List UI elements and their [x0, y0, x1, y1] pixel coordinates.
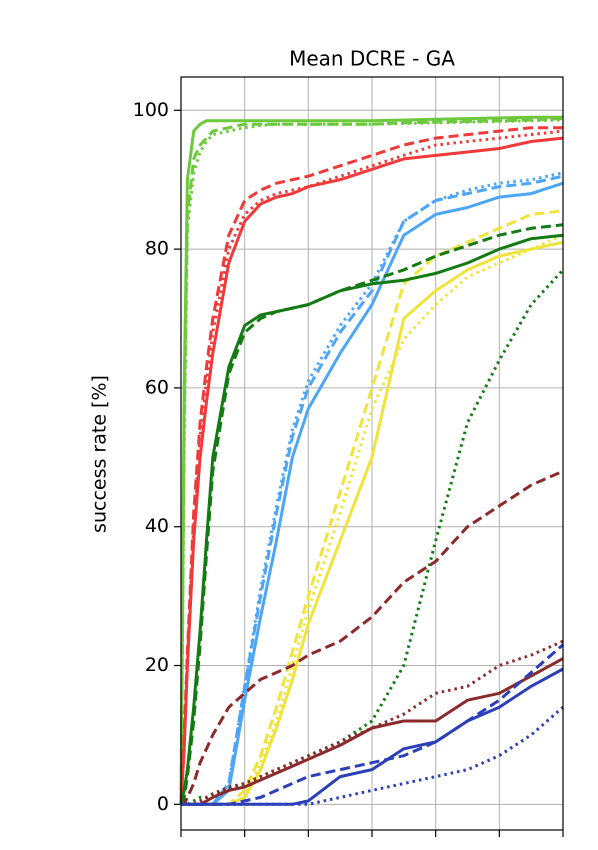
y-tick-label: 80 — [145, 238, 169, 260]
series-line — [179, 223, 564, 805]
series-line — [181, 643, 564, 806]
y-tick-label: 20 — [145, 654, 169, 676]
series-line — [179, 115, 563, 805]
y-axis-label: success rate [%] — [89, 375, 111, 533]
series-line — [179, 126, 563, 805]
y-tick-label: 60 — [145, 376, 169, 398]
y-tick-label: 100 — [133, 99, 169, 121]
axes-frame — [180, 76, 564, 831]
series-line — [181, 209, 564, 806]
y-tick-label: 40 — [145, 515, 169, 537]
series-line — [179, 117, 564, 805]
series-line — [181, 469, 564, 806]
y-tick-label: 0 — [157, 793, 169, 815]
series-line — [179, 118, 564, 805]
series-line — [181, 706, 564, 806]
series-line — [179, 136, 564, 805]
chart-title: Mean DCRE - GA — [289, 47, 455, 71]
